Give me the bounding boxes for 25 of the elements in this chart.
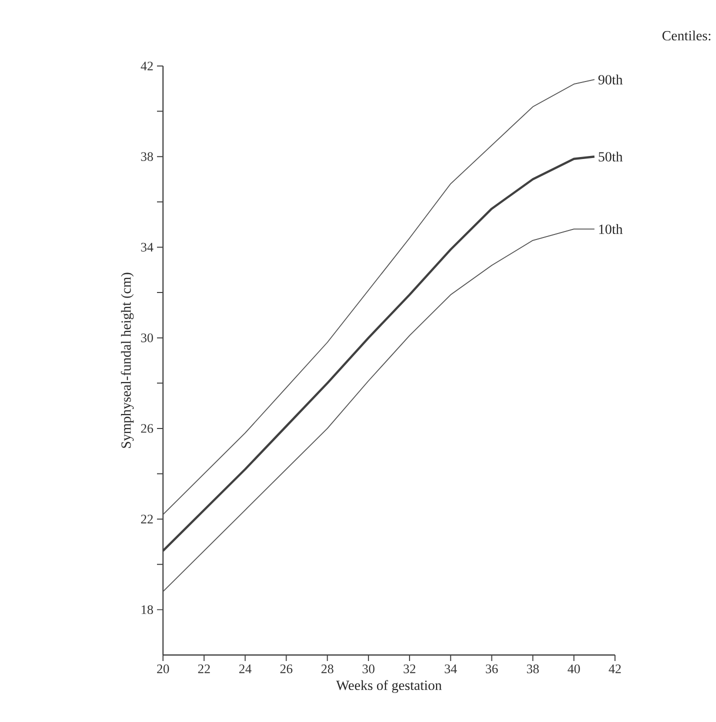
- y-tick-label: 26: [141, 424, 154, 433]
- y-tick-label: 38: [141, 152, 153, 161]
- x-tick-label: 38: [526, 664, 539, 674]
- y-tick-label: 34: [141, 242, 154, 252]
- x-tick-label: 36: [486, 664, 498, 674]
- series-label: 50th: [598, 152, 623, 162]
- x-tick-label: 26: [280, 664, 292, 674]
- y-tick-label: 18: [142, 605, 153, 614]
- x-tick-label: 42: [608, 664, 621, 674]
- x-tick-label: 24: [239, 664, 252, 674]
- x-tick-label: 20: [157, 664, 169, 674]
- y-axis-title: Symphyseal-fundal height (cm): [120, 272, 134, 448]
- x-tick-label: 22: [198, 664, 210, 674]
- series-label: 10th: [599, 224, 623, 234]
- x-tick-label: 34: [444, 664, 457, 674]
- y-tick-label: 42: [140, 62, 153, 70]
- x-tick-label: 30: [362, 664, 374, 674]
- x-tick-label: 40: [568, 664, 580, 674]
- legend-title: Centiles:: [662, 30, 710, 40]
- y-tick-label: 30: [141, 333, 153, 342]
- x-tick-label: 32: [404, 664, 416, 674]
- x-axis-title: Weeks of gestation: [336, 680, 442, 693]
- series-label: 90th: [598, 74, 623, 84]
- x-tick-label: 28: [321, 664, 334, 674]
- y-tick-label: 22: [141, 514, 153, 524]
